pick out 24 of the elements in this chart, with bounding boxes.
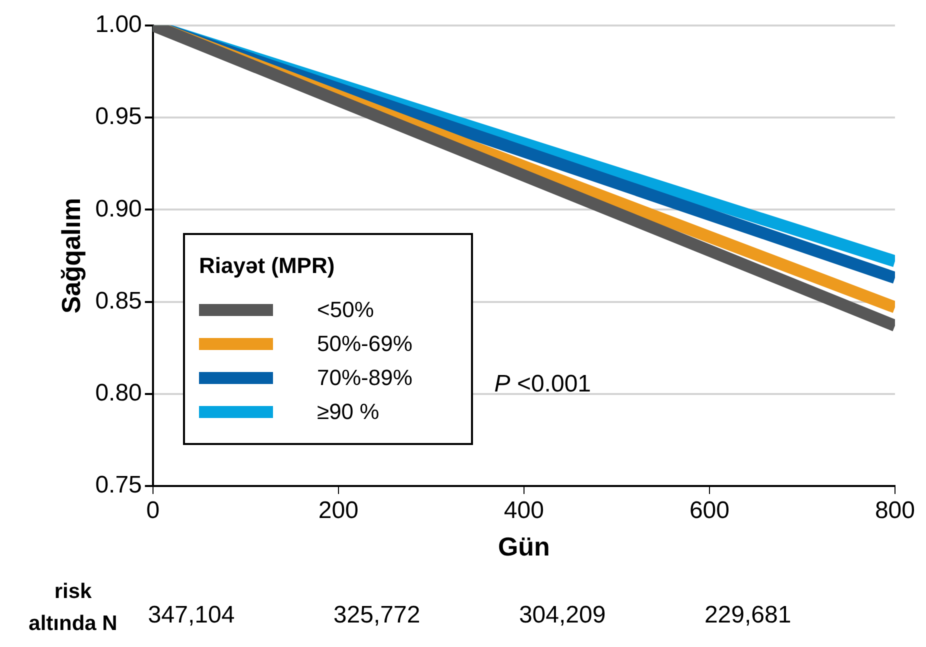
legend-label: 70%-89% (317, 365, 412, 391)
x-tick-label: 0 (146, 497, 160, 524)
y-tick-label: 0.95 (95, 103, 142, 130)
x-tick-label: 200 (318, 497, 358, 524)
x-tick-label: 800 (874, 497, 915, 524)
y-tick-label: 0.75 (95, 472, 142, 499)
legend-title: Riayət (MPR) (199, 253, 336, 279)
y-axis-title: Sağqalım (56, 198, 86, 314)
legend-label: <50% (317, 297, 374, 323)
annotation: P <0.001 (494, 370, 592, 398)
y-tick-label: 1.00 (95, 11, 142, 38)
text: 325,772 (333, 602, 420, 629)
y-tick-label: 0.90 (95, 195, 142, 222)
text: 304,209 (518, 602, 606, 629)
legend-label: ≥90 % (317, 399, 380, 425)
y-tick-label: 0.85 (95, 287, 142, 314)
text: 229,681 (704, 602, 792, 629)
y-tick-label: 0.80 (95, 380, 142, 407)
text: risk altında N (28, 580, 118, 635)
x-axis-title: Gün (498, 532, 550, 562)
legend-label: 50%-69% (317, 331, 412, 357)
text: 347,104 (148, 602, 235, 629)
x-tick-label: 600 (689, 497, 730, 524)
x-tick-label: 400 (504, 497, 544, 524)
